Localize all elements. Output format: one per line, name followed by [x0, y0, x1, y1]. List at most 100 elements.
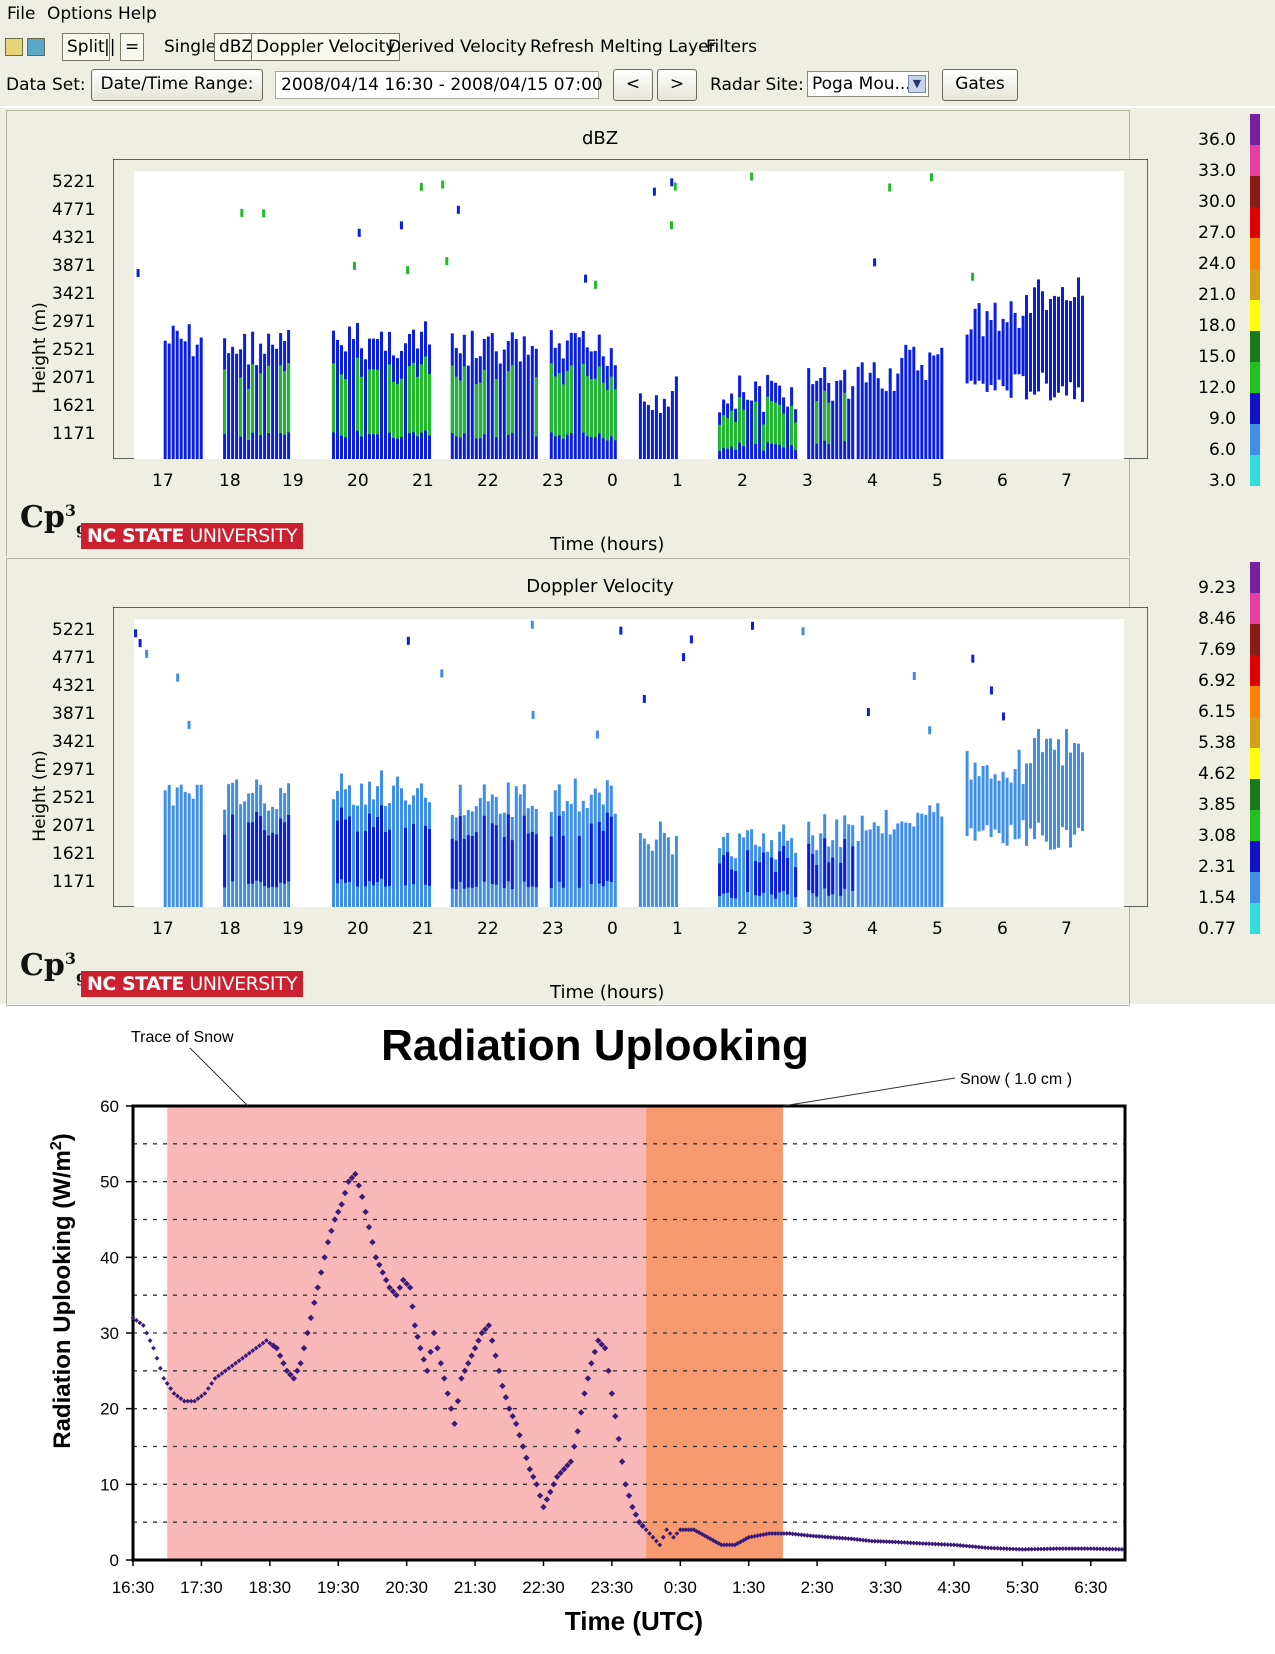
radar-echo-column — [1025, 763, 1028, 846]
data-point — [304, 1329, 311, 1337]
radar-echo-core — [263, 830, 267, 887]
radar-echo-speckle — [912, 671, 916, 680]
radar-echo-core — [428, 373, 431, 436]
radar-echo-column — [912, 826, 916, 907]
radar-echo-column — [658, 413, 662, 459]
radar-echo-core — [522, 815, 526, 882]
data-point — [899, 1539, 904, 1545]
open-folder-icon[interactable] — [5, 38, 23, 56]
data-point — [729, 1542, 735, 1548]
radar-echo-column — [275, 348, 279, 459]
cpg-logo: Cp3g — [20, 948, 87, 986]
datetime-range-field[interactable]: 2008/04/14 16:30 - 2008/04/15 07:00 — [275, 71, 603, 99]
radar-echo-core — [597, 821, 601, 884]
data-point — [718, 1542, 724, 1548]
colorbar-segment — [1250, 748, 1260, 779]
radar-echo-speckle — [595, 730, 599, 739]
radar-echo-column — [526, 354, 530, 459]
data-point — [664, 1527, 670, 1533]
radar-echo-core — [843, 392, 847, 442]
radar-echo-core — [279, 818, 283, 883]
menu-help[interactable]: Help — [118, 4, 157, 24]
data-point — [778, 1531, 784, 1536]
data-point — [787, 1531, 793, 1536]
derived-velocity-button[interactable]: Derived Velocity — [388, 37, 527, 57]
gates-button[interactable]: Gates — [942, 69, 1018, 101]
radar-echo-core — [416, 376, 419, 437]
data-point — [1041, 1546, 1047, 1552]
radar-echo-core — [790, 405, 794, 446]
radar-echo-speckle — [670, 178, 674, 187]
filters-button[interactable]: Filters — [706, 37, 757, 57]
radar-echo-core — [597, 366, 601, 434]
menu-file[interactable]: File — [7, 4, 36, 24]
x-tick-label: 7 — [1061, 471, 1072, 491]
radar-echo-speckle — [240, 208, 244, 217]
radar-echo-column — [332, 799, 335, 907]
y-tick-label: 2521 — [52, 340, 96, 360]
data-point — [822, 1534, 828, 1540]
data-point — [926, 1541, 932, 1547]
radar-echo-column — [888, 834, 892, 907]
next-button[interactable]: > — [657, 69, 697, 101]
single-button[interactable]: Single — [164, 37, 217, 57]
split-button[interactable]: Split — [62, 33, 110, 61]
horizontal-split-button[interactable]: = — [120, 33, 145, 61]
radar-echo-column — [1057, 739, 1060, 848]
data-point — [1110, 1546, 1115, 1552]
doppler-velocity-button[interactable]: Doppler Velocity — [251, 33, 401, 61]
vertical-split-button[interactable]: || — [104, 37, 116, 57]
radar-echo-column — [642, 401, 646, 459]
colorbar-label: 15.0 — [1198, 347, 1236, 367]
colorbar-segment — [1250, 779, 1260, 810]
radar-echo-column — [498, 813, 502, 907]
data-point — [840, 1535, 845, 1541]
menu-options[interactable]: Options — [47, 4, 113, 24]
radar-echo-core — [601, 382, 605, 439]
data-point — [396, 1284, 404, 1291]
doppler-panel: Doppler Velocity Height (m) Time (hours)… — [0, 556, 1275, 1006]
colorbar-label: 0.77 — [1198, 919, 1236, 939]
radar-echo-column — [227, 353, 231, 459]
melting-layer-button[interactable]: Melting Layer — [600, 37, 716, 57]
dbz-button[interactable]: dBZ — [214, 33, 259, 61]
colorbar-label: 6.0 — [1208, 440, 1236, 460]
colorbar-segment — [1250, 810, 1260, 841]
radar-echo-column — [400, 788, 403, 907]
y-tick-label: 3421 — [52, 732, 96, 752]
radar-echo-core — [577, 836, 581, 888]
save-disk-icon[interactable] — [27, 38, 45, 56]
colorbar-label: 24.0 — [1198, 254, 1236, 274]
data-point — [991, 1545, 997, 1551]
radar-echo-core — [247, 388, 251, 441]
radar-echo-column — [271, 344, 275, 459]
data-point — [615, 1435, 622, 1443]
previous-button[interactable]: < — [613, 69, 653, 101]
chevron-down-icon[interactable]: ▼ — [908, 75, 926, 93]
radar-echo-column — [518, 794, 522, 907]
radar-echo-speckle — [689, 635, 693, 644]
x-tick-label: 19:30 — [317, 1578, 360, 1597]
data-point — [721, 1542, 727, 1548]
radar-echo-core — [247, 822, 251, 884]
radar-echo-column — [847, 398, 851, 459]
radar-echo-column — [486, 801, 490, 907]
radar-echo-column — [1077, 277, 1080, 388]
data-point — [379, 1269, 386, 1276]
data-point — [1023, 1546, 1028, 1552]
datetime-range-button[interactable]: Date/Time Range: — [91, 69, 263, 101]
chart-title: Radiation Uplooking — [381, 1021, 809, 1070]
radar-echo-core — [589, 379, 593, 438]
radar-echo-core — [400, 378, 403, 438]
dbz-panel: dBZ Height (m) Time (hours) 5221 4771 4321… — [0, 108, 1275, 558]
radar-echo-column — [670, 391, 674, 459]
radar-echo-column — [896, 373, 900, 459]
radar-site-select[interactable]: Poga Mou... ▼ — [807, 71, 929, 97]
data-point — [331, 1216, 339, 1223]
data-point — [475, 1337, 482, 1344]
x-tick-label: 22 — [477, 471, 499, 491]
radar-echo-column — [498, 363, 502, 459]
radar-echo-core — [746, 850, 750, 893]
radar-echo-speckle — [352, 261, 356, 270]
refresh-button[interactable]: Refresh — [530, 37, 595, 57]
